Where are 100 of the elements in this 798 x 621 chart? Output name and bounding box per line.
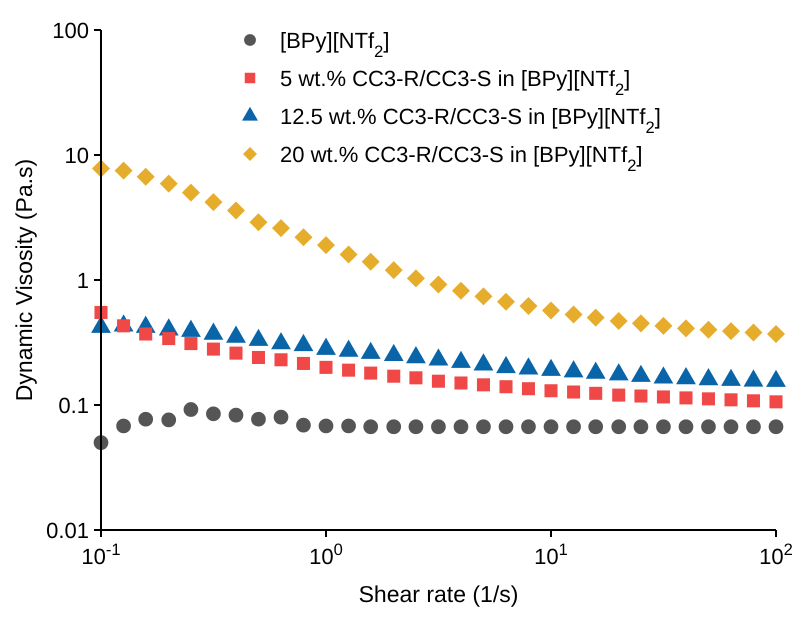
- point: [656, 390, 670, 404]
- point: [226, 201, 245, 220]
- point: [429, 276, 448, 294]
- point: [252, 350, 265, 364]
- point: [431, 419, 446, 434]
- point: [341, 418, 356, 434]
- point: [746, 419, 761, 434]
- legend-label: 20 wt.% CC3-R/CC3-S in [BPy][NTf$_{2}$]: [280, 142, 642, 175]
- point: [454, 419, 468, 434]
- point: [769, 395, 783, 408]
- point: [138, 412, 154, 427]
- point: [184, 337, 198, 350]
- point: [409, 371, 422, 384]
- point: [656, 419, 671, 434]
- point: [362, 252, 380, 271]
- point: [184, 402, 198, 417]
- point: [634, 389, 648, 403]
- point: [114, 162, 133, 180]
- point: [768, 419, 784, 434]
- point: [499, 380, 513, 394]
- y-tick-label: 0.01: [46, 518, 89, 543]
- point: [612, 388, 626, 402]
- point: [611, 419, 626, 434]
- point: [544, 384, 558, 398]
- point: [296, 356, 310, 370]
- point: [452, 282, 470, 300]
- point: [161, 412, 176, 428]
- y-axis-title: Dynamic Visosity (Pa.s): [11, 158, 37, 402]
- point: [364, 366, 378, 380]
- y-tick-label: 100: [52, 18, 89, 43]
- point: [567, 386, 580, 399]
- point: [139, 327, 152, 340]
- point: [498, 419, 514, 434]
- point: [317, 236, 335, 254]
- point: [432, 374, 445, 388]
- point: [654, 316, 672, 335]
- point: [744, 324, 762, 342]
- point: [544, 419, 558, 434]
- legend-label: [BPy][NTf$_{2}$]: [280, 28, 390, 61]
- x-tick-label: 10$^{-1}$: [81, 541, 121, 569]
- x-tick-label: 10$^{2}$: [759, 541, 793, 569]
- point: [384, 261, 403, 280]
- point: [476, 419, 491, 434]
- point: [251, 412, 266, 427]
- legend-label: 5 wt.% CC3-R/CC3-S in [BPy][NTf$_{2}$]: [280, 66, 630, 99]
- point: [724, 393, 738, 406]
- point: [679, 391, 692, 404]
- point: [182, 184, 200, 202]
- x-tick-label: 10$^{1}$: [534, 541, 568, 569]
- point: [519, 296, 538, 315]
- point: [296, 418, 311, 432]
- y-tick-label: 1: [76, 268, 89, 293]
- point: [610, 312, 628, 330]
- point: [363, 419, 378, 434]
- point: [319, 360, 333, 374]
- legend-label: 12.5 wt.% CC3-R/CC3-S in [BPy][NTf$_{2}$]: [280, 104, 661, 137]
- point: [678, 419, 694, 434]
- point: [116, 418, 131, 434]
- point: [406, 269, 425, 288]
- point: [387, 370, 400, 383]
- point: [722, 322, 740, 340]
- point: [522, 382, 535, 396]
- point: [274, 353, 288, 366]
- point: [206, 342, 220, 356]
- point: [564, 305, 583, 324]
- point: [634, 419, 648, 434]
- point: [294, 228, 312, 246]
- point: [699, 320, 718, 339]
- y-tick-label: 0.1: [58, 393, 89, 418]
- point: [701, 419, 716, 434]
- point: [318, 418, 334, 434]
- x-tick-label: 10$^{0}$: [309, 541, 343, 569]
- point: [408, 419, 424, 434]
- point: [474, 287, 492, 306]
- point: [589, 386, 602, 400]
- y-tick-label: 10: [64, 143, 89, 168]
- point: [542, 302, 560, 320]
- point: [229, 346, 242, 360]
- point: [676, 319, 695, 338]
- point: [724, 419, 738, 434]
- point: [476, 378, 490, 392]
- point: [746, 394, 760, 408]
- point: [162, 332, 176, 346]
- point: [272, 219, 290, 238]
- point: [249, 213, 268, 232]
- point: [136, 168, 155, 186]
- x-axis-title: Shear rate (1/s): [358, 581, 518, 607]
- point: [342, 364, 356, 377]
- point: [588, 419, 604, 434]
- point: [274, 410, 288, 424]
- point: [454, 376, 468, 390]
- point: [386, 419, 402, 434]
- point: [702, 392, 715, 406]
- point: [521, 419, 536, 434]
- point: [632, 314, 650, 332]
- point: [160, 174, 178, 193]
- point: [566, 419, 581, 434]
- point: [204, 193, 222, 212]
- point: [767, 324, 785, 343]
- point: [340, 245, 358, 264]
